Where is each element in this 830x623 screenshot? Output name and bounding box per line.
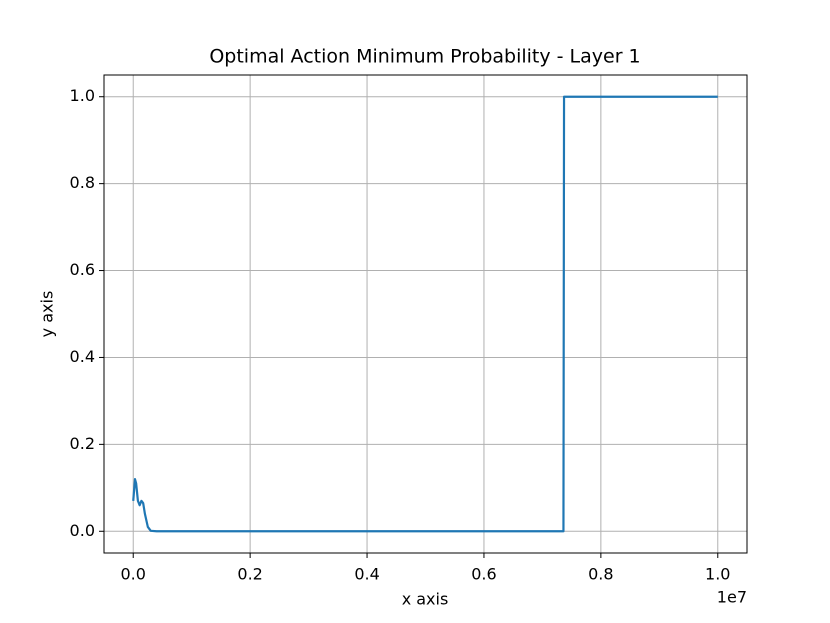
x-tick-label: 0.6 bbox=[471, 565, 496, 584]
x-tick-label: 0.4 bbox=[354, 565, 379, 584]
plot-frame bbox=[103, 74, 748, 554]
y-tick-label: 0.8 bbox=[70, 173, 95, 192]
data-line bbox=[132, 95, 718, 533]
x-offset-label: 1e7 bbox=[717, 588, 747, 607]
y-tick-label: 0.2 bbox=[70, 434, 95, 453]
x-tick-label: 1.0 bbox=[705, 565, 730, 584]
y-axis-label: y axis bbox=[38, 291, 57, 338]
x-axis-label: x axis bbox=[402, 590, 449, 609]
y-tick-label: 1.0 bbox=[70, 86, 95, 105]
y-tick-label: 0.0 bbox=[70, 521, 95, 540]
x-tick-label: 0.8 bbox=[588, 565, 613, 584]
y-tick-label: 0.4 bbox=[70, 347, 95, 366]
x-tick-label: 0.0 bbox=[121, 565, 146, 584]
chart-title: Optimal Action Minimum Probability - Lay… bbox=[209, 46, 640, 68]
x-tick-label: 0.2 bbox=[237, 565, 262, 584]
y-tick-label: 0.6 bbox=[70, 260, 95, 279]
